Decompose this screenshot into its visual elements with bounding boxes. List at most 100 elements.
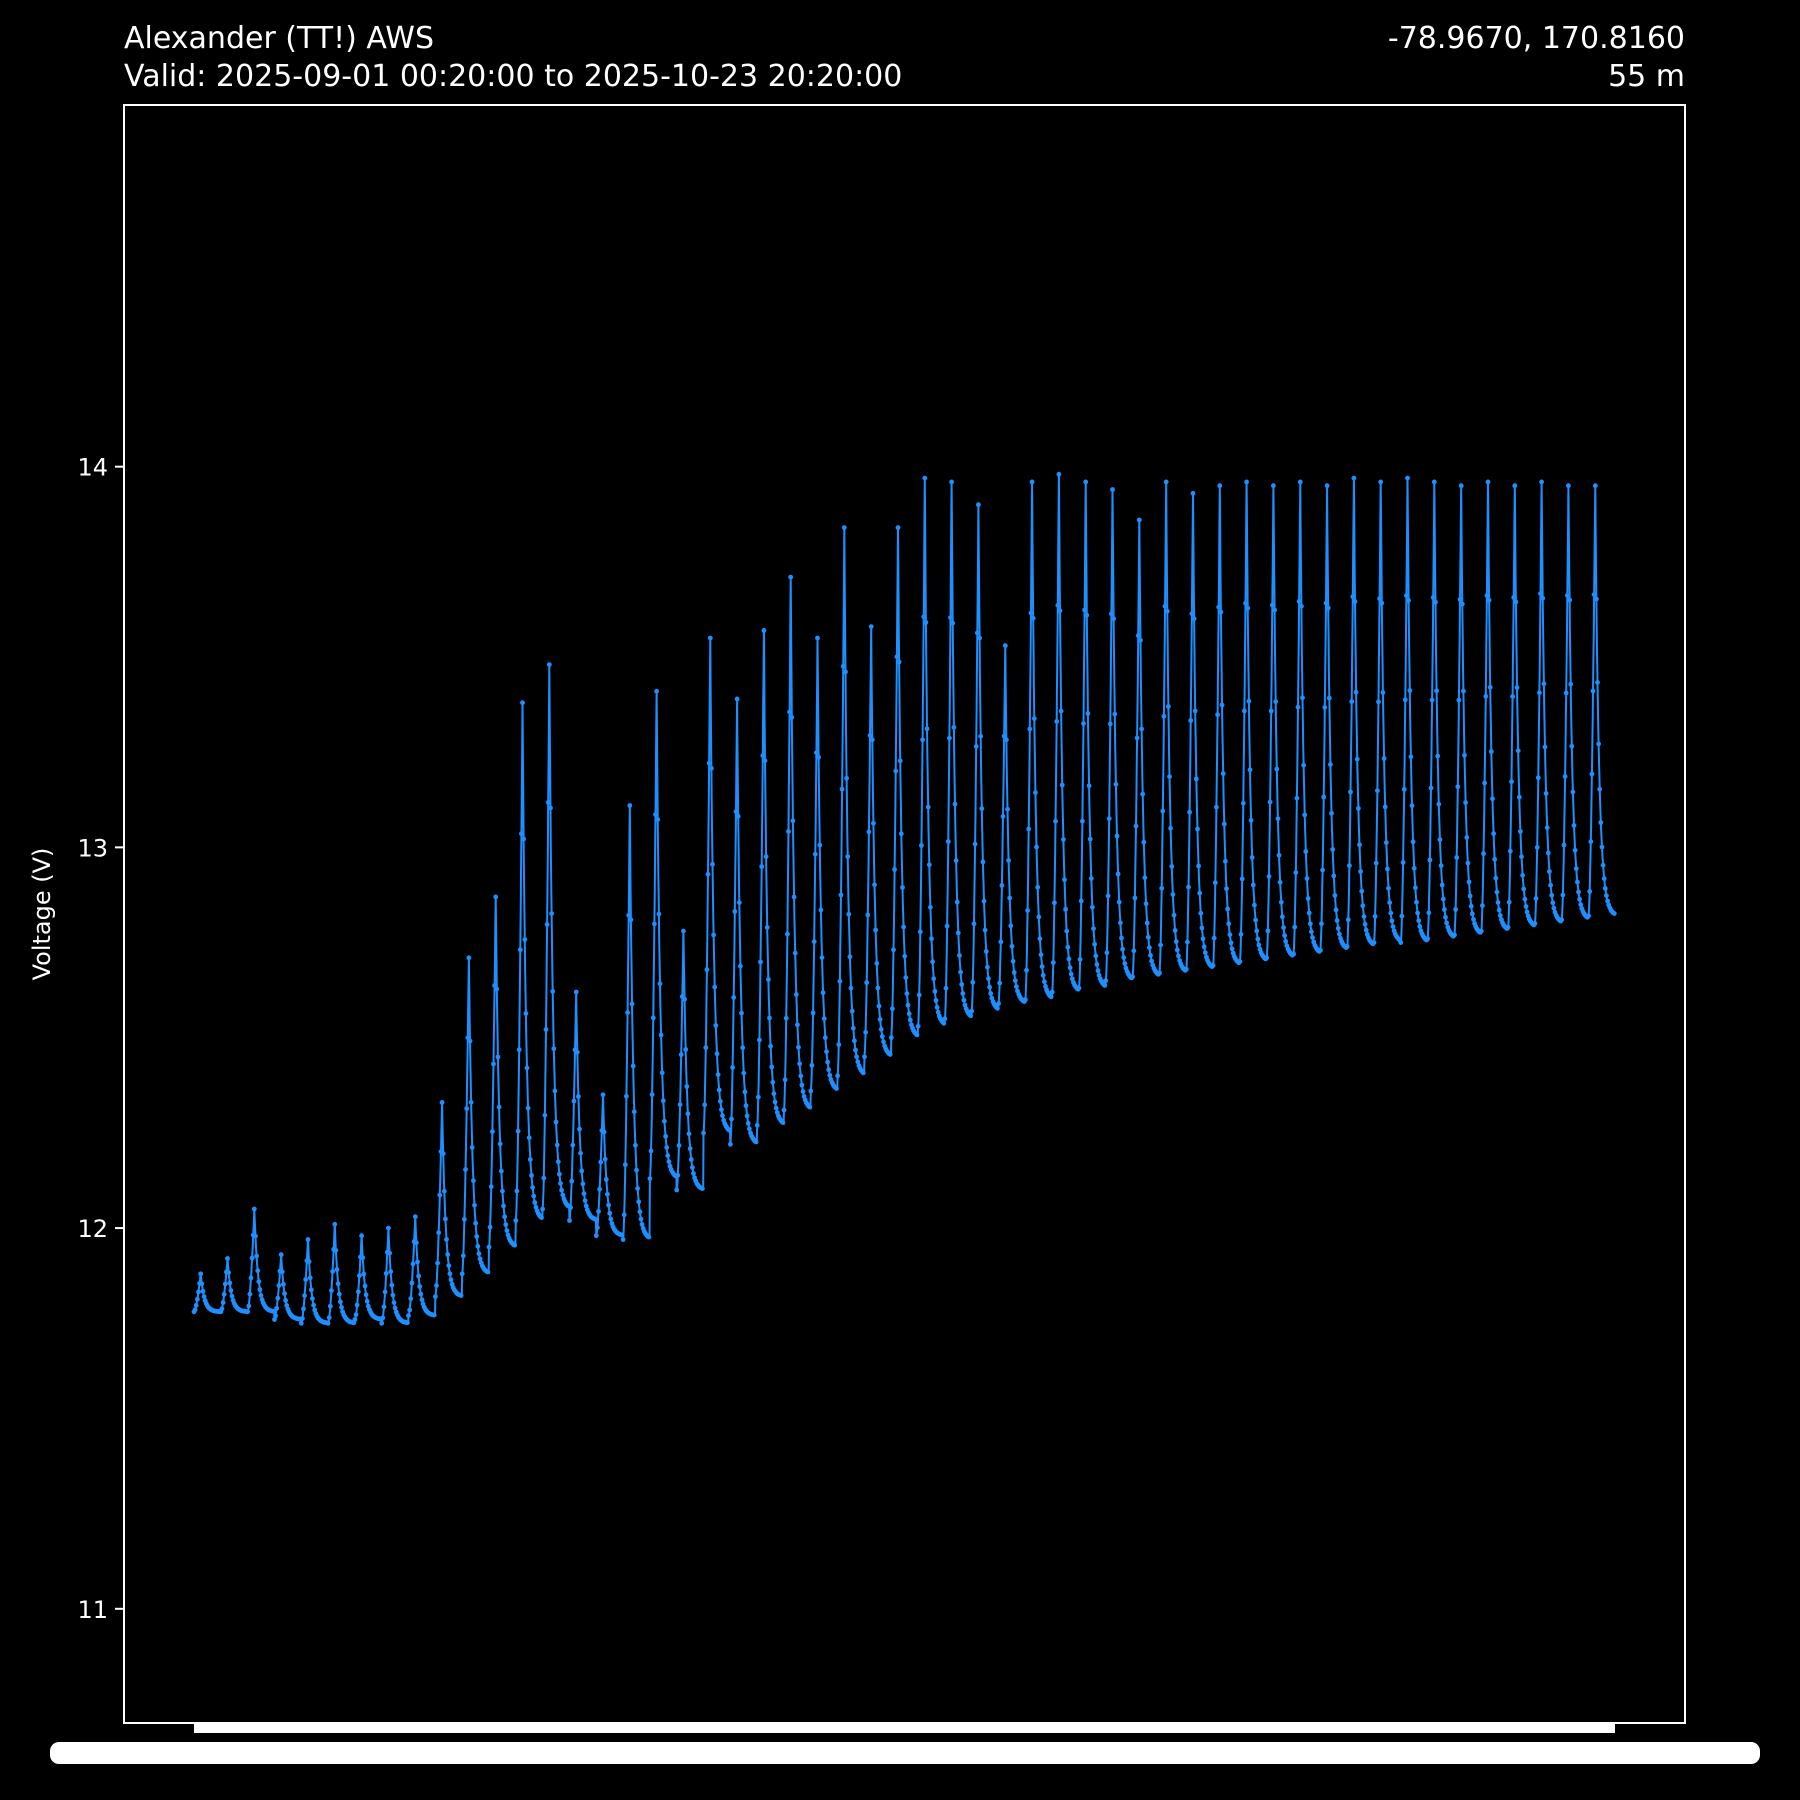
- data-point: [1297, 479, 1303, 485]
- data-point: [581, 1191, 587, 1196]
- data-point: [653, 812, 658, 817]
- data-point: [943, 985, 949, 991]
- data-point: [1076, 985, 1082, 991]
- data-point: [1377, 596, 1382, 601]
- data-point: [1023, 997, 1028, 1003]
- data-point: [311, 1302, 316, 1308]
- data-point: [1337, 931, 1342, 937]
- data-point: [1549, 892, 1555, 898]
- data-point: [1469, 911, 1475, 917]
- data-point: [1217, 483, 1223, 489]
- data-point: [820, 990, 826, 996]
- data-point: [255, 1268, 261, 1274]
- data-point: [485, 1269, 491, 1275]
- data-point: [906, 1011, 912, 1017]
- data-point: [1520, 872, 1525, 878]
- data-point: [1349, 699, 1355, 704]
- data-point: [598, 1159, 604, 1165]
- data-point: [1478, 928, 1484, 934]
- data-point: [998, 939, 1004, 945]
- data-point: [1436, 801, 1442, 807]
- data-point: [1599, 844, 1605, 850]
- data-point: [800, 1089, 806, 1094]
- data-point: [1264, 955, 1270, 961]
- data-point: [1452, 932, 1457, 938]
- data-point: [1351, 475, 1357, 481]
- data-point: [1300, 695, 1305, 701]
- data-point: [248, 1275, 254, 1281]
- data-point: [825, 1059, 830, 1065]
- data-point: [273, 1313, 278, 1319]
- data-point: [1085, 711, 1091, 716]
- data-point: [1245, 605, 1251, 611]
- data-point: [1216, 604, 1222, 610]
- data-point: [381, 1304, 387, 1310]
- data-point: [606, 1202, 611, 1208]
- data-point: [1543, 791, 1549, 796]
- data-point: [754, 1122, 760, 1128]
- data-point: [1192, 708, 1198, 714]
- data-point: [713, 1023, 719, 1028]
- data-point: [650, 1015, 656, 1021]
- data-point: [1220, 771, 1226, 776]
- data-point: [675, 1172, 681, 1178]
- data-point: [1524, 909, 1530, 915]
- data-point: [731, 995, 737, 1000]
- data-point: [1354, 756, 1360, 762]
- data-point: [332, 1221, 338, 1227]
- y-tick-label: 13: [77, 834, 108, 862]
- data-point: [1197, 890, 1203, 896]
- data-point: [225, 1256, 230, 1261]
- data-point: [743, 1103, 749, 1109]
- data-point: [705, 871, 711, 877]
- data-point: [539, 1215, 544, 1220]
- data-point: [683, 1047, 689, 1052]
- data-point: [1243, 600, 1248, 606]
- data-point: [869, 737, 875, 743]
- data-point: [793, 992, 799, 997]
- data-point: [983, 949, 989, 954]
- data-point: [1358, 869, 1363, 874]
- data-point: [716, 1087, 722, 1093]
- data-point: [1240, 800, 1246, 806]
- data-point: [477, 1256, 483, 1262]
- data-point: [1598, 820, 1604, 825]
- data-point: [1434, 688, 1439, 694]
- data-point: [1210, 963, 1216, 968]
- data-point: [654, 688, 659, 694]
- data-point: [542, 1112, 548, 1118]
- data-point: [1586, 913, 1591, 919]
- data-point: [1301, 762, 1306, 768]
- data-point: [1036, 914, 1042, 920]
- x-axis-strip: [194, 1723, 1615, 1733]
- data-point: [272, 1317, 277, 1322]
- data-point: [549, 911, 554, 916]
- data-point: [638, 1216, 644, 1222]
- data-point: [198, 1271, 204, 1277]
- data-point: [1274, 766, 1280, 772]
- data-point: [1058, 708, 1064, 714]
- data-point: [834, 1086, 839, 1091]
- data-point: [862, 1054, 867, 1060]
- data-point: [1491, 831, 1496, 836]
- data-point: [1408, 754, 1414, 760]
- data-point: [1305, 896, 1311, 901]
- data-point: [771, 1091, 777, 1097]
- data-point: [1386, 885, 1391, 891]
- data-point: [890, 1006, 895, 1012]
- data-point: [1321, 794, 1327, 800]
- data-point: [1118, 920, 1123, 926]
- data-point: [1166, 704, 1171, 709]
- data-point: [1134, 735, 1140, 741]
- data-point: [1268, 708, 1274, 714]
- data-point: [1383, 840, 1389, 845]
- data-point: [471, 1178, 476, 1184]
- data-point: [977, 635, 982, 641]
- data-point: [412, 1214, 418, 1220]
- data-point: [710, 861, 715, 867]
- data-point: [1173, 939, 1179, 944]
- data-point: [961, 997, 967, 1003]
- data-point: [762, 758, 768, 764]
- data-point: [1168, 825, 1173, 831]
- data-point: [1569, 743, 1575, 749]
